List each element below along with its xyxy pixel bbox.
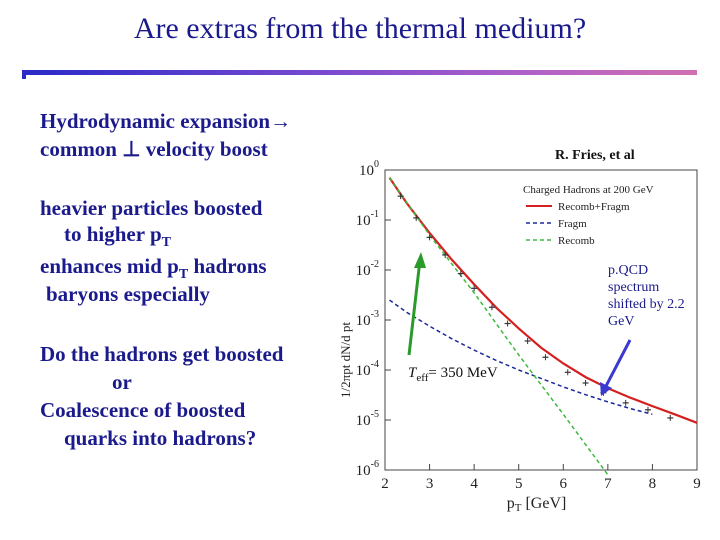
data-point <box>504 320 511 327</box>
x-tick-label: 6 <box>560 476 568 492</box>
x-axis-label-sub: T <box>515 502 522 514</box>
blue-arrowhead-icon <box>600 382 612 396</box>
data-point <box>644 406 651 413</box>
bullet-question-line1: Do the hadrons get boosted <box>40 342 284 366</box>
x-tick-label: 2 <box>381 476 389 492</box>
y-tick-label: 10-5 <box>356 409 379 429</box>
pqcd-line3: shifted by 2.2 <box>608 297 685 312</box>
bullet-heavier-line2: to higher pT <box>64 222 171 255</box>
bullet-question-line2: or <box>112 370 132 394</box>
figure-credit: R. Fries, et al <box>555 148 635 163</box>
series-line-2 <box>388 177 609 476</box>
heavier-line2-sub: T <box>161 235 171 251</box>
data-point <box>524 338 531 345</box>
spectrum-chart: 2 3 4 5 6 7 8 9 100 10-1 10-2 10-3 10-4 10-5 10-6 1/2… <box>338 159 701 514</box>
heavier-line2-text: to higher p <box>64 222 162 246</box>
y-axis-label: 1/2πpt dN/d pt <box>338 322 353 398</box>
enhance-line1-post: hadrons <box>188 254 267 278</box>
chart-legend: Charged Hadrons at 200 GeV Recomb+Fragm … <box>523 184 654 247</box>
pqcd-line2: spectrum <box>608 280 660 295</box>
slide-title: Are extras from the thermal medium? <box>133 12 587 45</box>
bullet-question-line4: quarks into hadrons? <box>64 426 257 450</box>
y-tick-label: 10-6 <box>356 459 379 479</box>
x-tick-label: 3 <box>426 476 434 492</box>
pqcd-line1: p.QCD <box>608 263 649 278</box>
right-arrow-icon: → <box>270 109 292 133</box>
data-point <box>542 354 549 361</box>
y-tick-label: 10-3 <box>356 309 379 329</box>
x-tick-label: 8 <box>649 476 657 492</box>
y-tick-label: 10-2 <box>356 259 379 279</box>
perpendicular-icon: ⊥ <box>122 137 141 161</box>
teff-sub: eff <box>416 372 429 384</box>
enhance-line1-sub: T <box>178 267 189 283</box>
annotation-arrows <box>407 252 632 396</box>
hydro-line1-text: Hydrodynamic expansion <box>40 109 271 133</box>
teff-base: T <box>408 365 417 381</box>
x-axis-ticks: 2 3 4 5 6 7 8 9 <box>381 464 701 492</box>
y-tick-label: 100 <box>359 159 379 179</box>
data-point <box>582 379 589 386</box>
x-tick-label: 9 <box>693 476 701 492</box>
data-point <box>413 214 420 221</box>
series-line-1 <box>389 299 653 416</box>
data-points <box>397 193 674 421</box>
bullet-enhance-line1: enhances mid pT hadrons <box>40 254 267 287</box>
x-axis-label-base: p <box>507 495 515 512</box>
y-tick-label: 10-4 <box>356 359 379 379</box>
data-point <box>488 304 495 311</box>
pqcd-annotation: p.QCD spectrum shifted by 2.2 GeV <box>608 262 708 330</box>
legend-label-fragm: Fragm <box>558 218 587 230</box>
data-point <box>457 270 464 277</box>
legend-label-recomb-fragm: Recomb+Fragm <box>558 201 630 213</box>
data-point <box>471 285 478 292</box>
x-tick-label: 4 <box>470 476 478 492</box>
bullet-hydro-line2: common ⊥ velocity boost <box>40 137 268 162</box>
bullet-enhance-line2: baryons especially <box>46 282 210 306</box>
data-point <box>564 369 571 376</box>
teff-annotation: Teff= 350 MeV <box>408 365 498 384</box>
green-arrowhead-icon <box>414 252 426 268</box>
series-layer <box>388 177 698 476</box>
legend-label-recomb: Recomb <box>558 235 595 247</box>
x-tick-label: 7 <box>604 476 612 492</box>
y-tick-label: 10-1 <box>356 209 379 229</box>
x-axis-label: pT [GeV] <box>507 495 567 514</box>
data-point <box>622 399 629 406</box>
bullet-heavier-line1: heavier particles boosted <box>40 196 263 220</box>
title-underline <box>22 70 697 75</box>
pqcd-line4: GeV <box>608 314 635 329</box>
teff-value: = 350 MeV <box>428 365 498 381</box>
bullet-hydro-line1: Hydrodynamic expansion→ <box>40 109 291 134</box>
data-point <box>667 414 674 421</box>
series-line-0 <box>388 177 698 424</box>
x-axis-label-unit: [GeV] <box>521 495 566 512</box>
y-axis-ticks: 100 10-1 10-2 10-3 10-4 10-5 10-6 <box>356 159 391 479</box>
data-point <box>442 251 449 258</box>
hydro-line2-pre: common <box>40 137 123 161</box>
data-point <box>397 193 404 200</box>
x-tick-label: 5 <box>515 476 523 492</box>
green-arrow-icon <box>407 259 422 356</box>
blue-arrow-icon <box>603 339 632 389</box>
title-underline-tick <box>22 70 26 79</box>
enhance-line1-pre: enhances mid p <box>40 254 179 278</box>
hydro-line2-post: velocity boost <box>140 137 268 161</box>
data-point <box>426 234 433 241</box>
bullet-question-line3: Coalescence of boosted <box>40 398 246 422</box>
legend-title: Charged Hadrons at 200 GeV <box>523 184 654 196</box>
